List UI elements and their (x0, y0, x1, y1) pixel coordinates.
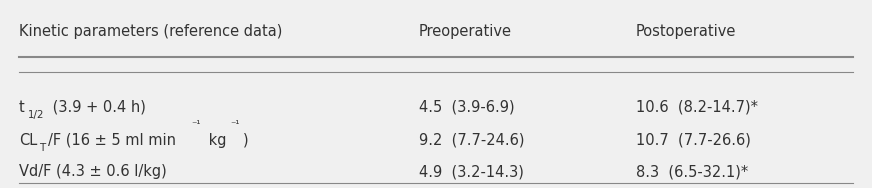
Text: Kinetic parameters (reference data): Kinetic parameters (reference data) (19, 24, 283, 39)
Text: 1/2: 1/2 (28, 110, 44, 120)
Text: 10.7  (7.7-26.6): 10.7 (7.7-26.6) (636, 133, 751, 148)
Text: ): ) (243, 133, 249, 148)
Text: CL: CL (19, 133, 37, 148)
Text: ⁻¹: ⁻¹ (191, 120, 201, 130)
Text: 4.5  (3.9-6.9): 4.5 (3.9-6.9) (419, 100, 514, 114)
Text: 9.2  (7.7-24.6): 9.2 (7.7-24.6) (419, 133, 524, 148)
Text: t: t (19, 100, 24, 114)
Text: /F (16 ± 5 ml min: /F (16 ± 5 ml min (48, 133, 176, 148)
Text: 8.3  (6.5-32.1)*: 8.3 (6.5-32.1)* (636, 164, 748, 179)
Text: Postoperative: Postoperative (636, 24, 736, 39)
Text: T: T (38, 143, 45, 153)
Text: (3.9 + 0.4 h): (3.9 + 0.4 h) (48, 100, 146, 114)
Text: 4.9  (3.2-14.3): 4.9 (3.2-14.3) (419, 164, 523, 179)
Text: Preoperative: Preoperative (419, 24, 512, 39)
Text: kg: kg (204, 133, 227, 148)
Text: 10.6  (8.2-14.7)*: 10.6 (8.2-14.7)* (636, 100, 758, 114)
Text: ⁻¹: ⁻¹ (230, 120, 240, 130)
Text: Vd/F (4.3 ± 0.6 l/kg): Vd/F (4.3 ± 0.6 l/kg) (19, 164, 167, 179)
